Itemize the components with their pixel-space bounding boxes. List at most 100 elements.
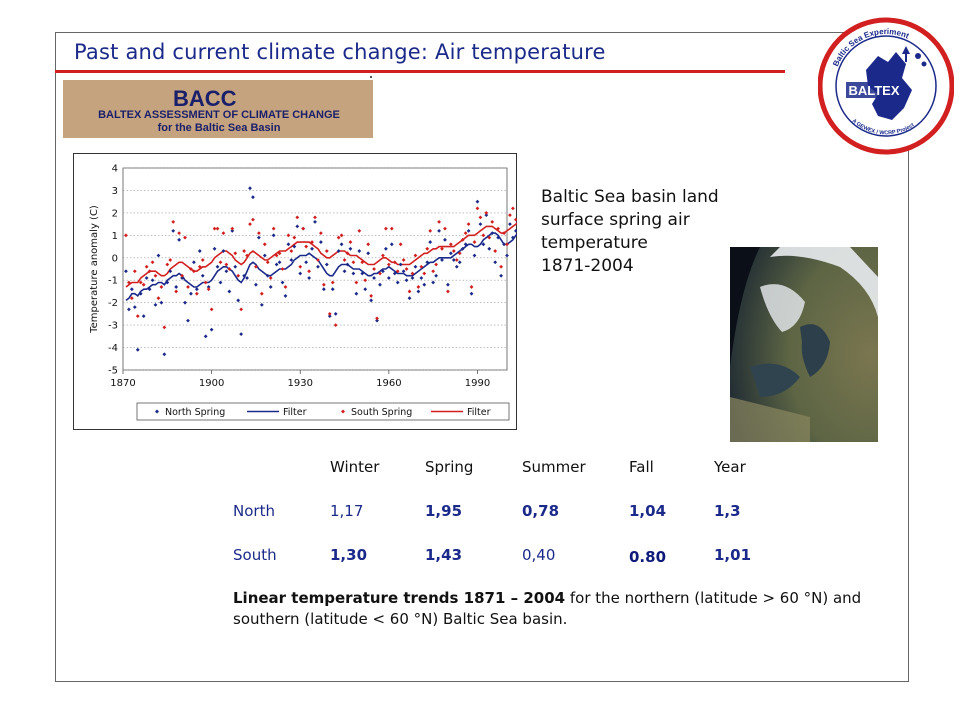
row-label-north: North <box>233 502 275 520</box>
south-spring-point <box>212 226 217 231</box>
south-spring-point <box>446 289 450 294</box>
south-spring-point <box>129 296 134 301</box>
y-tick-label: -4 <box>108 343 118 354</box>
caption: Linear temperature trends 1871 – 2004 fo… <box>233 588 873 630</box>
north-spring-point <box>259 303 264 307</box>
south-spring-point <box>324 249 329 253</box>
south-spring-point <box>513 217 517 222</box>
table-cell: 0.80 <box>629 548 667 566</box>
legend-north-spring: North Spring <box>155 407 225 418</box>
north-spring-point <box>239 332 244 336</box>
north-spring-point <box>212 246 217 251</box>
north-spring-point <box>150 278 155 283</box>
column-header: Winter <box>330 458 380 476</box>
south-spring-point <box>286 233 291 238</box>
table-cell: 1,30 <box>330 546 368 564</box>
south-spring-point <box>499 264 503 269</box>
baltex-logo: BALTEX GEWEX Baltic Sea Experiment A GEW… <box>818 17 954 155</box>
north-spring-point <box>189 291 193 296</box>
south-spring-point <box>200 258 205 262</box>
north-spring-point <box>330 287 335 292</box>
south-spring-point <box>508 213 512 218</box>
description-line: Baltic Sea basin land <box>541 187 719 207</box>
south-spring-point <box>310 240 314 244</box>
south-spring-point <box>383 226 388 231</box>
south-spring-point <box>378 271 382 276</box>
north-spring-point <box>162 352 167 357</box>
north-spring-point <box>289 258 294 262</box>
y-axis-label: Temperature anomaly (C) <box>89 205 100 334</box>
south-spring-point <box>451 249 456 253</box>
description-line: surface spring air <box>541 210 690 230</box>
north-spring-point <box>460 246 465 251</box>
north-spring-point <box>422 282 427 287</box>
south-spring-point <box>502 231 506 235</box>
south-spring-point <box>416 285 421 289</box>
south-spring-point <box>493 249 498 253</box>
north-spring-point <box>194 287 199 292</box>
table-cell: 0,40 <box>522 546 556 564</box>
north-spring-point <box>487 246 492 251</box>
north-spring-point <box>490 231 495 235</box>
north-spring-point <box>463 242 468 247</box>
y-tick-label: -3 <box>108 321 118 332</box>
south-spring-point <box>245 253 249 258</box>
north-spring-point <box>383 246 388 251</box>
south-spring-point <box>174 289 179 294</box>
north-spring-point <box>262 253 267 258</box>
baltex-logo-center: BALTEX <box>848 83 899 98</box>
north-spring-point <box>451 258 456 262</box>
south-spring-point <box>511 206 515 211</box>
svg-text:Filter: Filter <box>467 407 491 418</box>
legend-south-filter: Filter <box>431 407 491 418</box>
south-spring-point <box>333 323 338 328</box>
description-line: 1871-2004 <box>541 256 634 276</box>
south-spring-point <box>304 244 309 249</box>
north-spring-point <box>256 235 261 240</box>
south-spring-point <box>183 235 187 240</box>
north-spring-point <box>469 291 474 296</box>
bacc-logo-line1: BALTEX ASSESSMENT OF CLIMATE CHANGE <box>98 109 340 121</box>
north-spring-point <box>209 327 214 332</box>
svg-text:South Spring: South Spring <box>351 407 412 418</box>
north-spring-point <box>407 296 412 301</box>
south-spring-point <box>413 253 418 258</box>
south-spring-point <box>484 210 489 215</box>
north-spring-point <box>156 253 161 258</box>
south-spring-point <box>156 296 161 301</box>
north-spring-point <box>437 228 441 233</box>
slide-frame <box>55 32 909 682</box>
north-spring-point <box>448 251 453 256</box>
south-spring-point <box>256 231 261 235</box>
south-spring-point <box>206 287 211 292</box>
north-spring-point <box>398 262 403 267</box>
y-tick-label: -5 <box>108 366 118 377</box>
svg-text:Filter: Filter <box>283 407 307 418</box>
south-spring-point <box>448 242 453 247</box>
south-spring-point <box>319 231 323 235</box>
chart-legend: North Spring Filter South Spring Filter <box>136 402 510 421</box>
chart-frame <box>73 153 517 430</box>
south-spring-point <box>233 251 238 256</box>
north-spring-point <box>218 280 223 285</box>
north-spring-point <box>440 258 444 262</box>
north-spring-point <box>135 347 140 352</box>
x-tick-label: 1990 <box>465 378 490 389</box>
north-spring-point <box>197 249 202 253</box>
north-spring-point <box>319 240 323 244</box>
north-spring-point <box>404 278 409 283</box>
north-spring-point <box>230 228 235 233</box>
south-spring-point <box>221 231 226 235</box>
north-spring-point <box>180 276 184 280</box>
x-tick-label: 1900 <box>199 378 224 389</box>
south-spring-point <box>277 251 282 256</box>
north-spring-point <box>141 314 146 319</box>
north-spring-point <box>153 303 158 307</box>
south-spring-point <box>289 249 294 253</box>
table-cell: 1,17 <box>330 502 364 520</box>
description-line: temperature <box>541 233 648 253</box>
south-spring-point <box>280 267 285 271</box>
south-spring-point <box>186 285 190 289</box>
south-spring-point <box>301 226 306 231</box>
north-spring-point <box>292 244 297 249</box>
